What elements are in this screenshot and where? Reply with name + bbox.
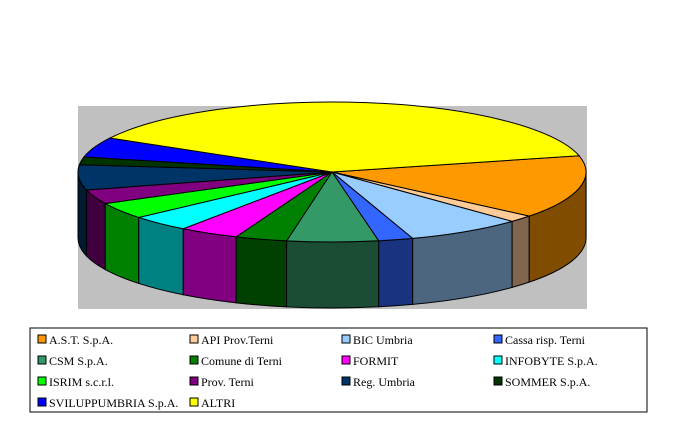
legend-label-formit: FORMIT <box>353 354 399 368</box>
legend-label-altri: ALTRI <box>201 396 235 410</box>
legend-swatch-altri <box>189 397 199 407</box>
slice-side-comune-di-terni <box>235 236 288 308</box>
slice-side-csm-s-p-a <box>286 240 380 309</box>
slice-side-cassa-risp-terni <box>378 237 414 308</box>
slice-side-infobyte-s-p-a <box>138 216 184 296</box>
legend-label-isrim-s-c-r-l: ISRIM s.c.r.l. <box>49 375 114 389</box>
legend-label-cassa-risp-terni: Cassa risp. Terni <box>505 333 586 347</box>
slice-bic-umbria <box>331 171 514 239</box>
legend-label-prov-terni: Prov. Terni <box>201 375 254 389</box>
legend-swatch-bic-umbria <box>341 334 351 344</box>
legend-swatch-sommer-s-p-a <box>493 376 503 386</box>
legend: A.S.T. S.p.A. API Prov.Terni BIC Umbria Cas… <box>37 333 598 410</box>
slice-a-s-t-s-p-a <box>331 155 587 217</box>
legend-swatch-cassa-risp-terni <box>493 334 503 344</box>
legend-label-comune-di-terni: Comune di Terni <box>201 354 283 368</box>
legend-label-sviluppumbria-s-p-a: SVILUPPUMBRIA S.p.A. <box>49 396 178 410</box>
slice-altri <box>108 101 581 173</box>
slice-side-formit <box>182 228 237 304</box>
legend-label-api-prov-terni: API Prov.Terni <box>201 333 274 347</box>
legend-swatch-csm-s-p-a <box>37 355 47 365</box>
legend-swatch-formit <box>341 355 351 365</box>
legend-label-reg-umbria: Reg. Umbria <box>353 375 416 389</box>
legend-swatch-reg-umbria <box>341 376 351 386</box>
legend-swatch-comune-di-terni <box>189 355 199 365</box>
legend-swatch-a-s-t-s-p-a <box>37 334 47 344</box>
legend-label-infobyte-s-p-a: INFOBYTE S.p.A. <box>505 354 598 368</box>
legend-box <box>29 327 648 413</box>
legend-label-sommer-s-p-a: SOMMER S.p.A. <box>505 375 590 389</box>
legend-label-csm-s-p-a: CSM S.p.A. <box>49 354 108 368</box>
legend-swatch-sviluppumbria-s-p-a <box>37 397 47 407</box>
legend-swatch-infobyte-s-p-a <box>493 355 503 365</box>
legend-label-a-s-t-s-p-a: A.S.T. S.p.A. <box>49 333 113 347</box>
legend-swatch-api-prov-terni <box>189 334 199 344</box>
slice-side-api-prov-terni <box>511 215 530 289</box>
legend-label-bic-umbria: BIC Umbria <box>353 333 413 347</box>
legend-swatch-prov-terni <box>189 376 199 386</box>
legend-swatch-isrim-s-c-r-l <box>37 376 47 386</box>
pie-slices <box>77 101 587 309</box>
